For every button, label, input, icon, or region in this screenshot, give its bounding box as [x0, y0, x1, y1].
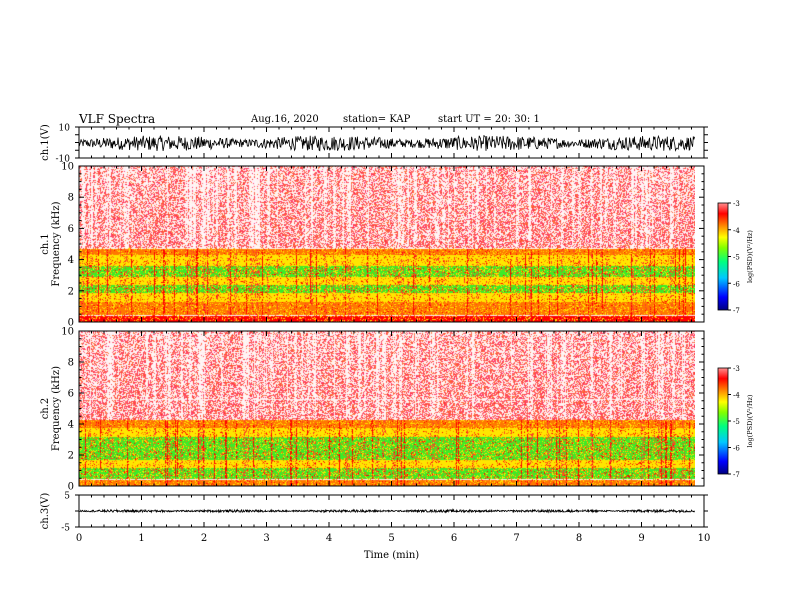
- y-tick-label: 5: [64, 492, 70, 502]
- ch1-spectrogram-ylabel: ch.1: [40, 233, 51, 255]
- ch2-colorbar-tick-label: -6: [733, 445, 740, 453]
- ch1-colorbar-tick-label: -7: [733, 307, 740, 315]
- ch2-colorbar-bar: [717, 367, 729, 475]
- x-tick-label: 9: [638, 533, 644, 544]
- ch1-colorbar-tick-label: -3: [733, 200, 740, 208]
- x-axis-label: Time (min): [364, 550, 419, 561]
- ch1-colorbar-tick-label: -4: [733, 227, 740, 235]
- ch1-spectrogram-image: [79, 166, 695, 322]
- y-tick-label: 0: [68, 318, 74, 329]
- ch2-colorbar-label: log(PSD)(V²/Hz): [746, 394, 754, 447]
- ch2-spectrogram-ylabel: Frequency (kHz): [51, 366, 62, 451]
- header-start-time: start UT = 20: 30: 1: [438, 114, 540, 125]
- x-tick-label: 0: [76, 533, 82, 544]
- y-tick-label: 6: [68, 224, 74, 235]
- y-tick-label: -10: [56, 155, 71, 165]
- x-tick-label: 10: [698, 533, 711, 544]
- ch2-spectrogram-ylabel: ch.2: [40, 398, 51, 420]
- y-tick-label: 10: [61, 327, 74, 338]
- ch3-waveform-trace: [78, 508, 695, 514]
- ch1-colorbar-tick-label: -5: [733, 254, 740, 262]
- ch1-colorbar-label: log(PSD)(V²/Hz): [746, 230, 754, 283]
- figure-title: VLF Spectra: [79, 112, 156, 126]
- y-tick-label: 2: [68, 451, 74, 462]
- ch1-waveform-ylabel: ch.1(V): [40, 124, 51, 161]
- y-tick-label: 4: [68, 420, 74, 431]
- x-tick-label: 5: [388, 533, 394, 544]
- y-tick-label: 2: [68, 286, 74, 297]
- x-tick-label: 2: [201, 533, 207, 544]
- x-tick-label: 8: [576, 533, 582, 544]
- x-tick-label: 1: [138, 533, 144, 544]
- header-station: station= KAP: [343, 114, 411, 125]
- ch2-colorbar-tick-label: -3: [733, 365, 740, 373]
- y-tick-label: 8: [68, 358, 74, 369]
- y-tick-label: -5: [61, 524, 70, 534]
- y-tick-label: 8: [68, 193, 74, 204]
- ch2-colorbar-tick-label: -7: [733, 471, 740, 479]
- ch1-waveform-trace: [78, 134, 695, 152]
- ch1-colorbar-bar: [717, 202, 729, 311]
- x-tick-label: 3: [263, 533, 269, 544]
- x-tick-label: 4: [326, 533, 332, 544]
- ch2-colorbar-tick-label: -4: [733, 392, 740, 400]
- ch1-colorbar-tick-label: -6: [733, 280, 740, 288]
- y-tick-label: 6: [68, 389, 74, 400]
- ch2-spectrogram-image: [79, 331, 695, 486]
- y-tick-label: 10: [59, 124, 71, 134]
- y-tick-label: 0: [68, 482, 74, 493]
- ch1-spectrogram-ylabel: Frequency (kHz): [51, 201, 62, 286]
- header-date: Aug.16, 2020: [251, 114, 319, 125]
- x-tick-label: 7: [513, 533, 519, 544]
- y-tick-label: 10: [61, 162, 74, 173]
- x-tick-label: 6: [451, 533, 457, 544]
- y-tick-label: 4: [68, 255, 74, 266]
- ch2-colorbar-tick-label: -5: [733, 418, 740, 426]
- ch3-waveform-ylabel: ch.3(V): [40, 493, 51, 530]
